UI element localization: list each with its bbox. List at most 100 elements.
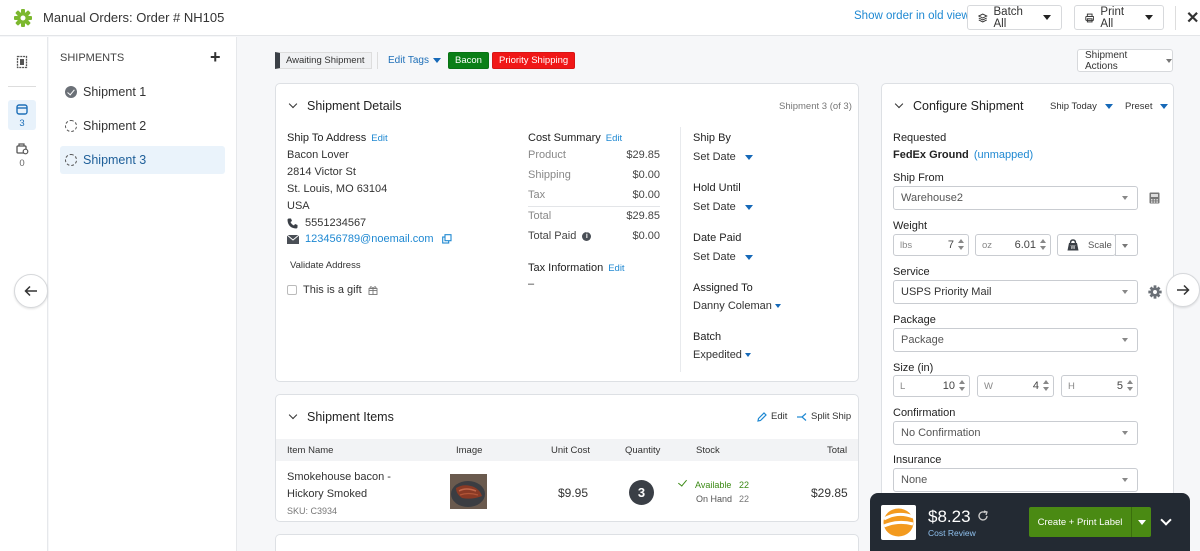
tax-info-heading: Tax Information	[528, 262, 604, 274]
receipt-icon	[16, 55, 28, 69]
width-input[interactable]: W 4	[977, 375, 1054, 397]
col-quantity: Quantity	[625, 445, 661, 456]
add-shipment-button[interactable]: +	[210, 47, 221, 67]
scale-dropdown[interactable]	[1115, 234, 1138, 256]
close-icon[interactable]: ✕	[1186, 10, 1200, 27]
ship-by-value: Set Date	[693, 151, 736, 163]
lbs-unit: lbs	[900, 240, 913, 251]
item-unit-cost: $9.95	[558, 486, 589, 500]
shipment-details-card	[275, 83, 859, 382]
preset-dropdown[interactable]: Preset	[1125, 101, 1169, 112]
insurance-select[interactable]: None	[893, 468, 1138, 492]
sidebar-item-shipment-1[interactable]: Shipment 1	[60, 78, 225, 106]
phone-icon	[287, 218, 298, 228]
calculator-icon[interactable]	[1149, 192, 1160, 204]
shipment-counter: Shipment 3 (of 3)	[779, 101, 852, 112]
edit-items-button[interactable]: Edit	[757, 411, 787, 422]
next-card	[275, 534, 859, 551]
page-title: Manual Orders: Order # NH105	[43, 10, 225, 25]
stepper-icon[interactable]	[1127, 380, 1133, 392]
batch-value: Expedited	[693, 349, 742, 361]
sidebar-item-shipment-2[interactable]: Shipment 2	[60, 112, 225, 140]
assigned-to-label: Assigned To	[693, 282, 753, 294]
stepper-icon[interactable]	[959, 380, 965, 392]
tag-bacon[interactable]: Bacon	[448, 52, 489, 69]
info-icon[interactable]: i	[582, 231, 592, 241]
rail-item-returns[interactable]: 0	[8, 143, 36, 173]
batch-all-button[interactable]: Batch All	[967, 5, 1062, 30]
rail-item-shipments[interactable]: 3	[8, 100, 36, 130]
rail-item-order[interactable]	[8, 55, 36, 75]
print-all-button[interactable]: Print All	[1074, 5, 1164, 30]
on-hand-count: 22	[739, 494, 750, 504]
stepper-icon[interactable]	[1043, 380, 1049, 392]
shipment-items-header[interactable]: Shipment Items	[288, 410, 394, 424]
oz-value: 6.01	[1014, 239, 1036, 251]
arrow-right-icon	[1177, 284, 1190, 296]
shipment-details-header[interactable]: Shipment Details	[288, 99, 402, 113]
ship-today-dropdown[interactable]: Ship Today	[1050, 101, 1113, 112]
assigned-to-dropdown[interactable]: Danny Coleman	[693, 300, 781, 312]
validate-address-link[interactable]: Validate Address	[290, 260, 361, 271]
arrow-left-icon	[24, 285, 37, 297]
stepper-icon[interactable]	[958, 239, 964, 251]
cost-review-link[interactable]: Cost Review	[928, 528, 976, 538]
shipment-label: Shipment 3	[83, 153, 147, 167]
chevron-down-icon	[1122, 431, 1128, 435]
length-input[interactable]: L 10	[893, 375, 970, 397]
gear-icon[interactable]	[1148, 285, 1162, 299]
scale-label: Scale	[1088, 239, 1112, 251]
scale-weight-icon: W	[1067, 239, 1079, 251]
configure-shipment-header[interactable]: Configure Shipment	[894, 99, 1023, 113]
refresh-icon[interactable]	[977, 510, 989, 522]
previous-order-button[interactable]	[14, 274, 48, 308]
date-paid-dropdown[interactable]: Set Date	[693, 251, 753, 263]
tag-priority-shipping[interactable]: Priority Shipping	[492, 52, 576, 69]
sidebar-item-shipment-3[interactable]: Shipment 3	[60, 146, 225, 174]
edit-tax-link[interactable]: Edit	[608, 263, 625, 274]
print-all-label: Print All	[1100, 5, 1125, 30]
item-name-link[interactable]: Smokehouse bacon -	[287, 471, 391, 483]
gift-label: This is a gift	[303, 284, 362, 296]
old-view-link[interactable]: Show order in old view.	[854, 10, 973, 22]
scale-button[interactable]: W Scale	[1057, 234, 1116, 256]
package-select[interactable]: Package	[893, 328, 1138, 352]
expand-chevron-icon[interactable]	[1160, 514, 1172, 526]
copy-icon[interactable]	[441, 234, 452, 244]
col-image: Image	[456, 445, 483, 456]
hold-until-dropdown[interactable]: Set Date	[693, 201, 753, 213]
stepper-icon[interactable]	[1040, 239, 1046, 251]
edit-address-link[interactable]: Edit	[371, 133, 388, 144]
edit-cost-link[interactable]: Edit	[605, 133, 623, 144]
item-name-link-line2[interactable]: Hickory Smoked	[287, 488, 368, 500]
gear-icon[interactable]	[13, 8, 33, 28]
confirmation-select[interactable]: No Confirmation	[893, 421, 1138, 445]
unmapped-link[interactable]: (unmapped)	[973, 149, 1034, 161]
split-ship-button[interactable]: Split Ship	[797, 411, 851, 422]
service-select[interactable]: USPS Priority Mail	[893, 280, 1138, 304]
create-label-options-button[interactable]	[1131, 507, 1151, 537]
ship-from-select[interactable]: Warehouse2	[893, 186, 1138, 210]
email-link[interactable]: 123456789@noemail.com	[305, 233, 434, 245]
chevron-down-icon	[1160, 103, 1169, 109]
return-package-icon	[15, 143, 28, 155]
tax-info-label: Tax Information Edit	[528, 262, 625, 274]
create-print-label-text: Create + Print Label	[1037, 516, 1123, 528]
width-value: 4	[1032, 380, 1039, 392]
edit-tags-dropdown[interactable]: Edit Tags	[388, 55, 441, 66]
gift-row: This is a gift	[287, 284, 378, 296]
next-order-button[interactable]	[1166, 273, 1200, 307]
length-value: 10	[942, 380, 955, 392]
weight-oz-input[interactable]: oz 6.01	[975, 234, 1051, 256]
height-input[interactable]: H 5	[1061, 375, 1138, 397]
shipment-actions-dropdown[interactable]: Shipment Actions	[1077, 49, 1173, 72]
gift-checkbox[interactable]	[287, 285, 297, 295]
chevron-down-icon	[288, 99, 298, 109]
create-print-label-button[interactable]: Create + Print Label	[1029, 507, 1131, 537]
available-count: 22	[739, 480, 750, 490]
ship-by-dropdown[interactable]: Set Date	[693, 151, 753, 163]
weight-lbs-input[interactable]: lbs 7	[893, 234, 969, 256]
insurance-value: None	[901, 474, 928, 486]
ship-to-label: Ship To Address Edit	[287, 132, 388, 144]
batch-dropdown[interactable]: Expedited	[693, 349, 751, 361]
